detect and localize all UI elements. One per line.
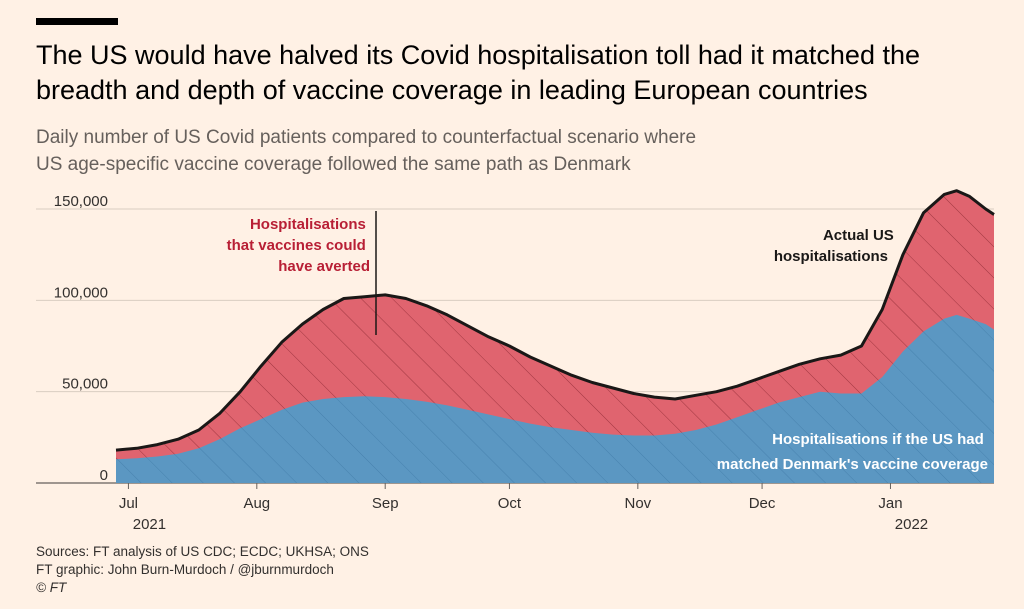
annotation-actual: Actual US hospitalisations <box>774 227 898 265</box>
x-tick-label: Jan <box>878 495 902 512</box>
y-tick-label: 0 <box>100 467 108 484</box>
annotation-averted: Hospitalisations that vaccines could hav… <box>227 216 370 275</box>
subtitle-line: Daily number of US Covid patients compar… <box>36 127 697 148</box>
sources-note: Sources: FT analysis of US CDC; ECDC; UK… <box>36 543 369 597</box>
annotation-counterfactual: Hospitalisations if the US had matched D… <box>717 431 988 473</box>
annotation-line: that vaccines could <box>227 237 366 254</box>
copyright: © FT <box>36 580 67 595</box>
x-tick-label: Oct <box>498 495 522 512</box>
x-tick-label: Nov <box>624 495 651 512</box>
x-tick-label: Aug <box>243 495 270 512</box>
counterfactual-area <box>116 314 994 483</box>
subtitle-line: US age-specific vaccine coverage followe… <box>36 154 631 175</box>
y-tick-label: 50,000 <box>62 376 108 393</box>
annotation-line: matched Denmark's vaccine coverage <box>717 456 988 473</box>
annotation-line: Hospitalisations if the US had <box>772 431 984 448</box>
x-tick-label: Jul <box>119 495 138 512</box>
actual-hospitalisations-line <box>115 189 995 452</box>
annotation-line: Hospitalisations <box>250 216 366 233</box>
ft-header-bar <box>36 18 118 25</box>
x-tick-year-label: 2022 <box>895 516 928 533</box>
y-tick-label: 100,000 <box>54 284 108 301</box>
source-line: Sources: FT analysis of US CDC; ECDC; UK… <box>36 544 369 559</box>
chart-title: The US would have halved its Covid hospi… <box>36 40 920 105</box>
annotation-line: Actual US <box>823 227 894 244</box>
credit-line: FT graphic: John Burn-Murdoch / @jburnmu… <box>36 562 334 577</box>
chart-subtitle: Daily number of US Covid patients compar… <box>36 124 936 178</box>
x-tick-label: Sep <box>372 495 399 512</box>
annotation-line: hospitalisations <box>774 248 888 265</box>
y-tick-label: 150,000 <box>54 193 108 210</box>
x-tick-label: Dec <box>749 495 776 512</box>
x-tick-year-label: 2021 <box>133 516 166 533</box>
annotation-line: have averted <box>278 258 370 275</box>
